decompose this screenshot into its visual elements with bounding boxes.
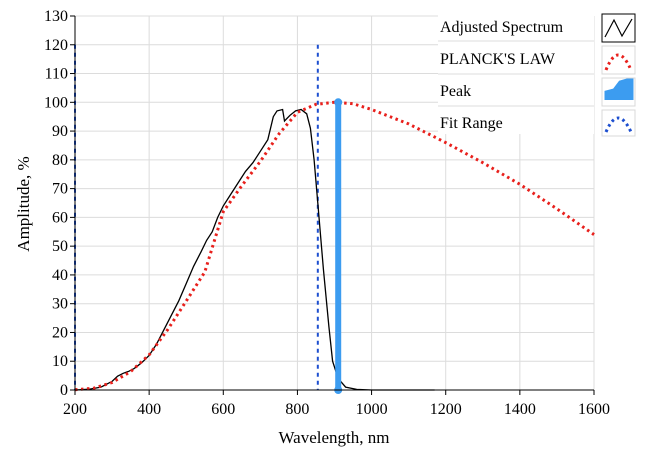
legend-label-fit-range: Fit Range — [440, 115, 503, 132]
y-tick-label: 100 — [44, 94, 68, 111]
y-tick-labels: 0 10 20 30 40 50 60 70 80 90 100 110 120 130 — [44, 8, 68, 399]
legend: Adjusted Spectrum PLANCK'S LAW Peak Fit … — [438, 13, 636, 137]
x-tick-label: 1400 — [504, 401, 536, 418]
adjusted-spectrum-line — [74, 108, 435, 391]
axes — [70, 15, 595, 395]
y-tick-label: 50 — [52, 238, 68, 255]
x-tick-label: 400 — [137, 401, 161, 418]
x-tick-label: 800 — [285, 401, 309, 418]
y-tick-label: 0 — [60, 382, 68, 399]
legend-swatch-adjusted-spectrum — [601, 13, 636, 43]
x-tick-label: 1600 — [578, 401, 610, 418]
y-tick-label: 20 — [52, 324, 68, 341]
x-tick-label: 600 — [211, 401, 235, 418]
x-axis-title: Wavelength, nm — [279, 428, 390, 447]
y-tick-label: 120 — [44, 37, 68, 54]
legend-swatch-fit-range — [601, 109, 636, 137]
peak-top-marker — [334, 98, 343, 107]
legend-swatch-plancks-law — [601, 45, 636, 75]
legend-label-adjusted-spectrum: Adjusted Spectrum — [440, 19, 564, 36]
x-tick-label: 1200 — [430, 401, 462, 418]
y-axis-title: Amplitude, % — [14, 156, 33, 251]
y-tick-label: 70 — [52, 181, 68, 198]
legend-swatch-peak — [601, 77, 636, 107]
x-tick-label: 1000 — [356, 401, 388, 418]
y-tick-label: 130 — [44, 8, 68, 25]
y-tick-label: 90 — [52, 123, 68, 140]
y-tick-label: 110 — [45, 66, 68, 83]
x-tick-labels: 200 400 600 800 1000 1200 1400 1600 — [63, 401, 610, 418]
y-tick-label: 60 — [52, 209, 68, 226]
x-tick-label: 200 — [63, 401, 87, 418]
y-tick-label: 10 — [52, 353, 68, 370]
y-tick-label: 40 — [52, 267, 68, 284]
plancks-law-curve — [74, 100, 595, 392]
legend-label-peak: Peak — [440, 83, 471, 100]
y-tick-label: 80 — [52, 152, 68, 169]
legend-label-plancks-law: PLANCK'S LAW — [440, 51, 556, 68]
y-tick-label: 30 — [52, 296, 68, 313]
